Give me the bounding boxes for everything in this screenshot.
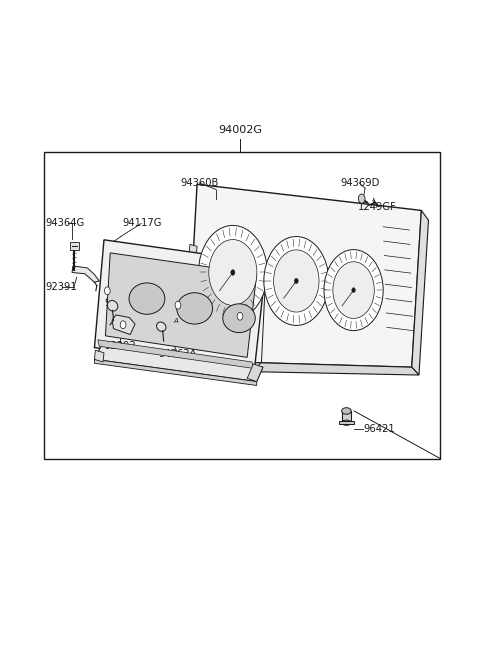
Polygon shape xyxy=(95,345,263,382)
Text: 94002G: 94002G xyxy=(218,125,262,135)
Polygon shape xyxy=(188,361,419,375)
Ellipse shape xyxy=(342,407,351,414)
Circle shape xyxy=(209,239,257,306)
Circle shape xyxy=(352,288,355,293)
Circle shape xyxy=(231,270,235,276)
Text: 94369D: 94369D xyxy=(340,178,380,188)
Polygon shape xyxy=(95,350,104,362)
Text: 92392: 92392 xyxy=(104,340,136,351)
Text: 1249GF: 1249GF xyxy=(359,202,397,212)
Text: 94360B: 94360B xyxy=(180,178,219,188)
Polygon shape xyxy=(339,420,354,424)
Circle shape xyxy=(175,301,181,309)
Text: 94363A: 94363A xyxy=(159,349,197,359)
Text: 96421: 96421 xyxy=(363,424,395,434)
Text: 92391: 92391 xyxy=(45,282,77,292)
Text: 94117G: 94117G xyxy=(122,218,162,228)
Polygon shape xyxy=(95,240,266,371)
Bar xyxy=(44,152,441,459)
Polygon shape xyxy=(70,243,79,250)
Circle shape xyxy=(333,262,374,318)
Circle shape xyxy=(105,287,110,295)
Ellipse shape xyxy=(108,300,118,311)
Circle shape xyxy=(324,250,383,331)
Circle shape xyxy=(120,321,126,329)
Text: 94363A: 94363A xyxy=(104,298,143,308)
Polygon shape xyxy=(72,266,99,282)
Ellipse shape xyxy=(156,322,166,331)
Polygon shape xyxy=(106,253,257,358)
Ellipse shape xyxy=(342,420,351,425)
Ellipse shape xyxy=(223,304,255,333)
Ellipse shape xyxy=(129,283,165,314)
Text: 94364G: 94364G xyxy=(46,218,85,228)
Ellipse shape xyxy=(177,293,213,324)
Circle shape xyxy=(237,312,243,320)
Polygon shape xyxy=(98,340,254,369)
Circle shape xyxy=(274,250,319,312)
Polygon shape xyxy=(189,245,197,258)
Polygon shape xyxy=(112,315,135,335)
Circle shape xyxy=(359,194,365,203)
Polygon shape xyxy=(188,184,421,367)
Polygon shape xyxy=(247,364,263,382)
Polygon shape xyxy=(342,411,351,422)
Polygon shape xyxy=(95,359,257,386)
Circle shape xyxy=(294,278,298,283)
Polygon shape xyxy=(189,290,196,304)
Circle shape xyxy=(199,226,267,319)
Text: A: A xyxy=(173,318,178,325)
Circle shape xyxy=(264,237,329,325)
Polygon shape xyxy=(412,211,429,375)
